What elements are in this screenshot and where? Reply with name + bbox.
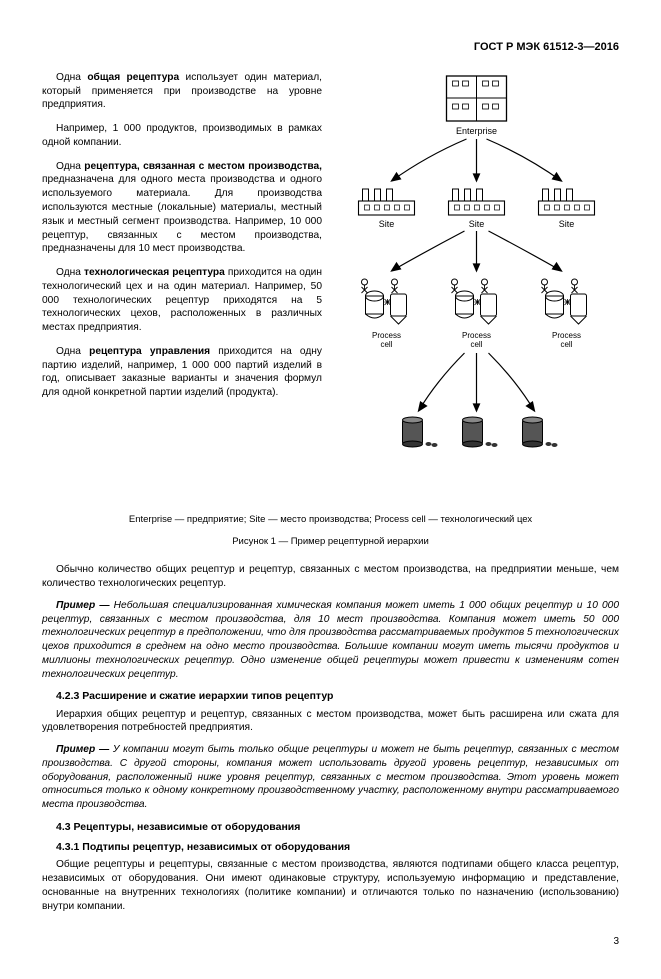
- example-2: Пример — У компании могут быть только об…: [42, 743, 619, 812]
- body-paragraph-1: Обычно количество общих рецептур и рецеп…: [42, 563, 619, 591]
- svg-text:cell: cell: [470, 340, 482, 349]
- svg-text:cell: cell: [380, 340, 392, 349]
- body-paragraph-2: Иерархия общих рецептур и рецептур, связ…: [42, 708, 619, 736]
- svg-text:Process: Process: [372, 331, 401, 340]
- body-paragraph-3: Общие рецептуры и рецептуры, связанные с…: [42, 858, 619, 913]
- diagram-legend: Enterprise — предприятие; Site — место п…: [42, 514, 619, 527]
- doc-header: ГОСТ Р МЭК 61512-3—2016: [42, 40, 619, 55]
- paragraph-3: Одна рецептура, связанная с местом произ…: [42, 160, 322, 256]
- diagram-column: Enterprise: [334, 71, 619, 506]
- svg-text:cell: cell: [560, 340, 572, 349]
- enterprise-node: Enterprise: [447, 76, 507, 136]
- product-row: [403, 417, 558, 447]
- figure-caption: Рисунок 1 — Пример рецептурной иерархии: [42, 536, 619, 549]
- section-4-3-1-heading: 4.3.1 Подтипы рецептур, независимых от о…: [56, 840, 619, 854]
- section-4-3-heading: 4.3 Рецептуры, независимые от оборудован…: [56, 820, 619, 834]
- paragraph-1: Одна общая рецептура использует один мат…: [42, 71, 322, 112]
- paragraph-4: Одна технологическая рецептура приходитс…: [42, 266, 322, 335]
- svg-text:Site: Site: [379, 219, 395, 229]
- svg-text:Site: Site: [559, 219, 575, 229]
- site-row: Site Site: [359, 189, 595, 229]
- page-number: 3: [42, 935, 619, 949]
- example-1: Пример — Небольшая специализированная хи…: [42, 599, 619, 682]
- svg-text:Process: Process: [462, 331, 491, 340]
- hierarchy-diagram-icon: Enterprise: [334, 71, 619, 501]
- text-column: Одна общая рецептура использует один мат…: [42, 71, 322, 506]
- section-4-2-3-heading: 4.2.3 Расширение и сжатие иерархии типов…: [56, 689, 619, 703]
- svg-text:Process: Process: [552, 331, 581, 340]
- paragraph-2: Например, 1 000 продуктов, производимых …: [42, 122, 322, 150]
- process-cell-row: Process cell Process: [361, 276, 587, 349]
- two-column-region: Одна общая рецептура использует один мат…: [42, 71, 619, 506]
- svg-text:Site: Site: [469, 219, 485, 229]
- page: ГОСТ Р МЭК 61512-3—2016 Одна общая рецеп…: [0, 0, 661, 979]
- enterprise-label: Enterprise: [456, 126, 497, 136]
- paragraph-5: Одна рецептура управления приходится на …: [42, 345, 322, 400]
